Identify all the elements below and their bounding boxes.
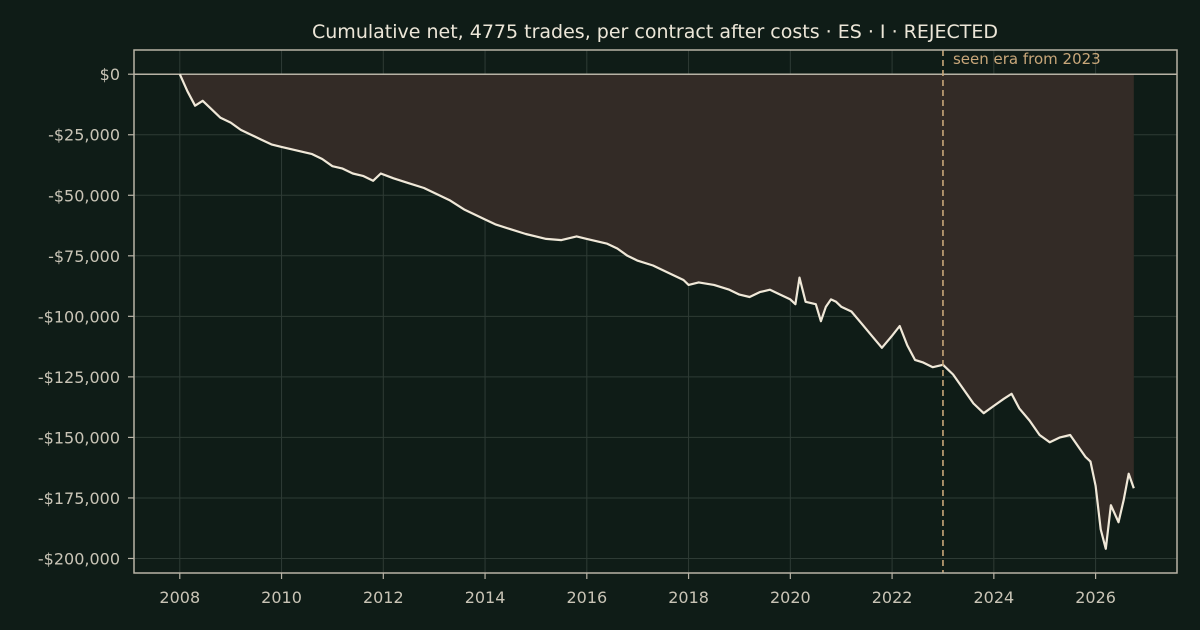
y-tick-label: -$75,000 [48,247,120,266]
y-tick-label: -$25,000 [48,126,120,145]
plot-frame [133,49,1178,574]
y-tick-label: -$50,000 [48,186,120,205]
y-axis-ticks: $0 -$25,000 -$50,000 -$75,000 -$100,000 -$125… [38,65,134,568]
x-tick-label: 2012 [363,588,404,607]
x-tick-label: 2026 [1075,588,1116,607]
x-tick-label: 2014 [465,588,506,607]
x-tick-label: 2020 [770,588,811,607]
chart-title: Cumulative net, 4775 trades, per contrac… [312,21,998,43]
x-tick-label: 2018 [668,588,709,607]
x-tick-label: 2008 [159,588,200,607]
x-tick-label: 2022 [872,588,913,607]
x-axis-ticks: 2008 2010 2012 2014 2016 2018 2020 2022 2024 2026 [159,573,1116,607]
drawdown-area-fill [179,74,1134,549]
y-tick-label: -$175,000 [38,489,120,508]
y-tick-label: $0 [100,65,120,84]
x-tick-label: 2024 [973,588,1014,607]
y-tick-label: -$150,000 [38,428,120,447]
y-tick-label: -$125,000 [38,368,120,387]
seen-era-annotation: seen era from 2023 [953,50,1101,68]
y-tick-label: -$200,000 [38,549,120,568]
x-tick-label: 2016 [566,588,607,607]
y-tick-label: -$100,000 [38,307,120,326]
x-tick-label: 2010 [261,588,302,607]
series-line [178,73,1135,550]
